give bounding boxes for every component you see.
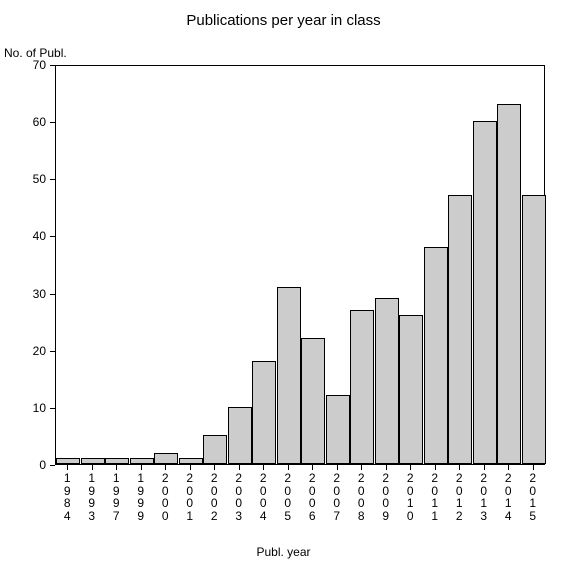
x-tick	[239, 465, 240, 470]
y-tick-label: 50	[0, 172, 46, 186]
x-tick-label: 2009	[374, 472, 399, 522]
plot-area	[55, 65, 545, 465]
bar	[228, 407, 252, 464]
x-tick	[484, 465, 485, 470]
bar	[81, 458, 105, 464]
x-tick	[435, 465, 436, 470]
x-tick	[92, 465, 93, 470]
x-tick-label: 2014	[496, 472, 521, 522]
bar	[154, 453, 178, 464]
x-tick	[190, 465, 191, 470]
x-tick-label: 2001	[178, 472, 203, 522]
bar	[497, 104, 521, 464]
x-tick-label: 2004	[251, 472, 276, 522]
bar	[448, 195, 472, 464]
x-tick	[386, 465, 387, 470]
x-tick	[361, 465, 362, 470]
y-tick-label: 40	[0, 229, 46, 243]
bar	[350, 310, 374, 464]
bar	[203, 435, 227, 464]
x-tick	[263, 465, 264, 470]
x-tick-label: 2010	[398, 472, 423, 522]
x-tick-label: 1993	[80, 472, 105, 522]
bar	[130, 458, 154, 464]
y-tick-label: 30	[0, 287, 46, 301]
bar	[277, 287, 301, 464]
x-tick	[288, 465, 289, 470]
y-tick	[50, 236, 55, 237]
x-tick-label: 2006	[300, 472, 325, 522]
y-tick-label: 10	[0, 401, 46, 415]
y-tick-label: 70	[0, 58, 46, 72]
y-tick	[50, 465, 55, 466]
x-tick	[508, 465, 509, 470]
y-tick	[50, 122, 55, 123]
x-tick	[165, 465, 166, 470]
bar	[179, 458, 203, 464]
bar	[375, 298, 399, 464]
x-tick-label: 2002	[202, 472, 227, 522]
bar	[399, 315, 423, 464]
x-tick	[459, 465, 460, 470]
x-tick-label: 1984	[55, 472, 80, 522]
y-tick	[50, 65, 55, 66]
x-tick-label: 2008	[349, 472, 374, 522]
x-tick-label: 2007	[325, 472, 350, 522]
x-tick-label: 1997	[104, 472, 129, 522]
bar	[522, 195, 546, 464]
chart-title: Publications per year in class	[0, 12, 567, 29]
y-tick-label: 20	[0, 344, 46, 358]
x-tick	[337, 465, 338, 470]
y-tick-label: 60	[0, 115, 46, 129]
x-axis-title: Publ. year	[0, 545, 567, 559]
x-tick-label: 2013	[472, 472, 497, 522]
bar	[56, 458, 80, 464]
x-tick-label: 2005	[276, 472, 301, 522]
x-tick	[533, 465, 534, 470]
bar	[326, 395, 350, 464]
x-tick-label: 2003	[227, 472, 252, 522]
x-tick	[116, 465, 117, 470]
y-tick-label: 0	[0, 458, 46, 472]
bar	[473, 121, 497, 464]
bar	[252, 361, 276, 464]
y-tick	[50, 408, 55, 409]
x-tick	[410, 465, 411, 470]
x-tick-label: 2011	[423, 472, 448, 522]
x-tick-label: 2012	[447, 472, 472, 522]
x-tick	[141, 465, 142, 470]
y-tick	[50, 351, 55, 352]
x-tick-label: 2015	[521, 472, 546, 522]
y-tick	[50, 179, 55, 180]
publications-chart: Publications per year in class No. of Pu…	[0, 0, 567, 567]
x-tick-label: 2000	[153, 472, 178, 522]
x-tick	[67, 465, 68, 470]
x-tick-label: 1999	[129, 472, 154, 522]
x-tick	[214, 465, 215, 470]
bar	[424, 247, 448, 464]
bar	[301, 338, 325, 464]
bar	[105, 458, 129, 464]
x-tick	[312, 465, 313, 470]
y-tick	[50, 294, 55, 295]
